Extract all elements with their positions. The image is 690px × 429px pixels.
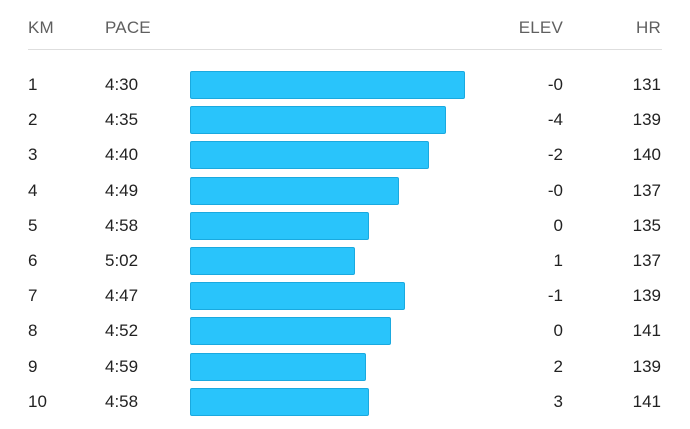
pace-bar-track (190, 106, 465, 135)
table-row[interactable]: 6 5:02 1 137 (0, 244, 690, 279)
table-header: KM PACE ELEV HR (0, 0, 690, 50)
split-pace: 4:30 (105, 75, 139, 94)
pace-bar-track (190, 71, 465, 99)
pace-bar-track (190, 246, 465, 275)
column-header-km: KM (28, 18, 54, 37)
table-row[interactable]: 9 4:59 2 139 (0, 350, 690, 385)
split-pace: 4:52 (105, 321, 139, 341)
split-elev: 0 (553, 321, 563, 341)
split-km: 7 (28, 286, 38, 306)
pace-bar (190, 106, 446, 135)
pace-bar-track (190, 211, 465, 240)
split-pace: 5:02 (105, 250, 139, 270)
split-km: 10 (28, 391, 47, 411)
split-hr: 131 (632, 75, 661, 94)
split-hr: 137 (632, 180, 661, 200)
column-header-pace: PACE (105, 18, 151, 37)
split-hr: 140 (632, 145, 661, 165)
pace-bar (190, 141, 429, 170)
splits-rows: 1 4:30 -0 131 2 4:35 -4 139 3 4:40 -2 140 4 4:49 -0 137… (0, 68, 690, 420)
pace-bar-track (190, 282, 465, 311)
pace-bar-track (190, 141, 465, 170)
pace-bar-track (190, 176, 465, 205)
split-km: 8 (28, 321, 38, 341)
split-hr: 141 (632, 321, 661, 341)
split-hr: 137 (632, 250, 661, 270)
split-elev: 3 (553, 391, 563, 411)
split-pace: 4:35 (105, 110, 139, 130)
split-pace: 4:40 (105, 145, 139, 165)
split-elev: 2 (553, 356, 563, 376)
column-header-elev: ELEV (518, 18, 563, 37)
table-row[interactable]: 2 4:35 -4 139 (0, 103, 690, 138)
split-elev: -2 (547, 145, 563, 165)
header-divider (28, 49, 662, 50)
pace-bar (190, 71, 465, 99)
split-hr: 135 (632, 215, 661, 235)
split-km: 2 (28, 110, 38, 130)
pace-bar (190, 317, 391, 346)
split-elev: -1 (547, 286, 563, 306)
split-elev: 1 (553, 250, 563, 270)
split-pace: 4:58 (105, 215, 139, 235)
split-km: 4 (28, 180, 38, 200)
table-row[interactable]: 8 4:52 0 141 (0, 314, 690, 349)
split-hr: 139 (632, 110, 661, 130)
table-row[interactable]: 4 4:49 -0 137 (0, 174, 690, 209)
pace-bar (190, 246, 355, 275)
table-row[interactable]: 3 4:40 -2 140 (0, 138, 690, 173)
pace-bar (190, 176, 399, 205)
split-elev: -4 (547, 110, 563, 130)
pace-bar (190, 352, 366, 381)
pace-bar (190, 211, 369, 240)
split-pace: 4:49 (105, 180, 139, 200)
table-row[interactable]: 5 4:58 0 135 (0, 209, 690, 244)
split-km: 6 (28, 250, 38, 270)
split-km: 9 (28, 356, 38, 376)
split-km: 5 (28, 215, 38, 235)
split-elev: -0 (547, 180, 563, 200)
column-header-hr: HR (636, 18, 661, 37)
pace-bar-track (190, 352, 465, 381)
pace-bar (190, 387, 369, 416)
split-hr: 139 (632, 286, 661, 306)
split-elev: -0 (547, 75, 563, 94)
table-row[interactable]: 10 4:58 3 141 (0, 385, 690, 420)
split-pace: 4:47 (105, 286, 139, 306)
split-km: 3 (28, 145, 38, 165)
split-pace: 4:58 (105, 391, 139, 411)
table-row[interactable]: 1 4:30 -0 131 (0, 68, 690, 103)
pace-bar-track (190, 317, 465, 346)
split-pace: 4:59 (105, 356, 139, 376)
table-row[interactable]: 7 4:47 -1 139 (0, 279, 690, 314)
split-hr: 141 (632, 391, 661, 411)
pace-bar-track (190, 387, 465, 416)
split-km: 1 (28, 75, 38, 94)
split-hr: 139 (632, 356, 661, 376)
split-elev: 0 (553, 215, 563, 235)
pace-bar (190, 282, 405, 311)
